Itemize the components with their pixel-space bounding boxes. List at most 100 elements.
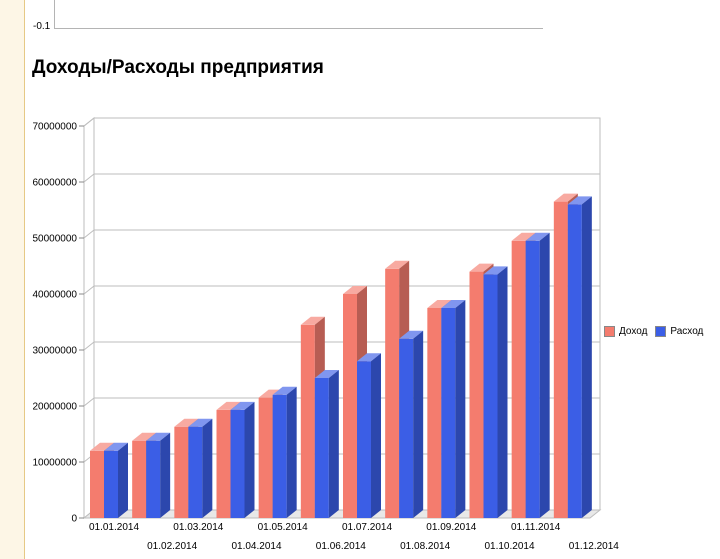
bar [399, 338, 414, 518]
bar-top [567, 196, 592, 205]
legend: Доход Расход [604, 326, 711, 337]
x-tick-label: 01.04.2014 [231, 541, 281, 552]
bar-side [371, 353, 381, 518]
y-tick-label: 20000000 [33, 402, 78, 413]
gridline-diag [83, 229, 95, 239]
bar-top [469, 263, 494, 272]
x-tick-label: 01.02.2014 [147, 541, 197, 552]
y-tick-label: 50000000 [33, 234, 78, 245]
bar-top [230, 401, 255, 410]
bar-side [328, 370, 339, 518]
x-tick-label: 01.12.2014 [569, 541, 619, 552]
bar [511, 240, 526, 519]
bar-side [539, 232, 550, 519]
bar-top [188, 418, 213, 427]
bar-top [483, 266, 508, 275]
gridline-diag [83, 397, 95, 407]
bar [90, 450, 104, 518]
bar-side [286, 386, 297, 518]
bar [483, 274, 498, 518]
gridline-diag [83, 285, 95, 295]
bar [188, 426, 203, 518]
bar-top [385, 260, 410, 269]
gridline-diag [83, 341, 95, 351]
bars [90, 193, 592, 519]
bar [343, 294, 357, 518]
bar-top [216, 401, 241, 410]
gridline-diag [83, 173, 95, 183]
bar [567, 204, 582, 518]
x-tick-label: 01.05.2014 [258, 522, 308, 533]
y-tick-label: 60000000 [33, 178, 78, 189]
bar [174, 426, 189, 518]
bar-top [399, 330, 424, 339]
bar-top [104, 442, 128, 451]
bar [104, 450, 118, 518]
bar-top [357, 353, 381, 362]
gridline-diag [83, 117, 95, 127]
bar [258, 397, 273, 518]
bar-top [427, 300, 452, 308]
bar-side [497, 266, 508, 518]
bar [385, 268, 400, 518]
bar-side [244, 401, 255, 518]
x-tick-label: 01.08.2014 [400, 541, 450, 552]
bar [469, 271, 484, 518]
y-tick-label: 10000000 [33, 458, 78, 469]
bar [525, 240, 540, 519]
bar [272, 394, 287, 518]
bar [132, 440, 147, 518]
bar-top [132, 432, 157, 441]
bar [427, 308, 442, 518]
bar [441, 308, 456, 518]
bar-top [90, 442, 114, 451]
x-tick-label: 01.11.2014 [511, 522, 561, 533]
x-tick-label: 01.03.2014 [173, 522, 223, 533]
bar [357, 361, 371, 518]
y-tick-label: 0 [71, 514, 77, 525]
bar-top [343, 286, 367, 294]
left-margin-strip [0, 0, 25, 559]
bar-top [525, 232, 550, 241]
bar-top [511, 232, 536, 241]
bar-top [174, 418, 199, 427]
legend-swatch-income [604, 326, 615, 337]
previous-chart-baseline [54, 28, 543, 29]
x-tick-label: 01.07.2014 [342, 522, 392, 533]
previous-chart-tick-label: -0.1 [33, 21, 51, 32]
bar-top [146, 432, 171, 441]
bar-side [581, 196, 592, 518]
bar-top [300, 316, 325, 325]
bar-side [118, 442, 128, 518]
legend-label-expense: Расход [670, 326, 704, 337]
previous-chart-axis [54, 0, 55, 28]
bar-top [314, 370, 339, 378]
x-tick-label: 01.01.2014 [89, 522, 139, 533]
y-tick-label: 30000000 [33, 346, 78, 357]
bar-side [202, 418, 213, 518]
x-tick-label: 01.09.2014 [426, 522, 476, 533]
bar [230, 409, 245, 518]
y-tick-label: 70000000 [33, 122, 78, 133]
bar-side [455, 300, 466, 518]
bar [146, 440, 161, 518]
bar [300, 324, 315, 518]
bar-side [160, 432, 171, 518]
bar-top [441, 300, 466, 308]
bar [553, 201, 568, 518]
legend-swatch-expense [655, 326, 667, 337]
y-tick-label: 40000000 [33, 290, 78, 301]
legend-item-expense: Расход [655, 326, 703, 337]
bar [216, 409, 231, 518]
axis-labels: 0 10000000 20000000 30000000 40000000 5000000… [33, 122, 620, 553]
legend-item-income: Доход [604, 326, 647, 337]
bar-top [272, 386, 297, 395]
bar-top [553, 193, 578, 202]
bar [314, 378, 329, 518]
x-tick-label: 01.10.2014 [484, 541, 534, 552]
bar-side [413, 330, 424, 518]
legend-label-income: Доход [619, 326, 648, 337]
chart-title: Доходы/Расходы предприятия [32, 57, 324, 78]
x-tick-label: 01.06.2014 [316, 541, 366, 552]
